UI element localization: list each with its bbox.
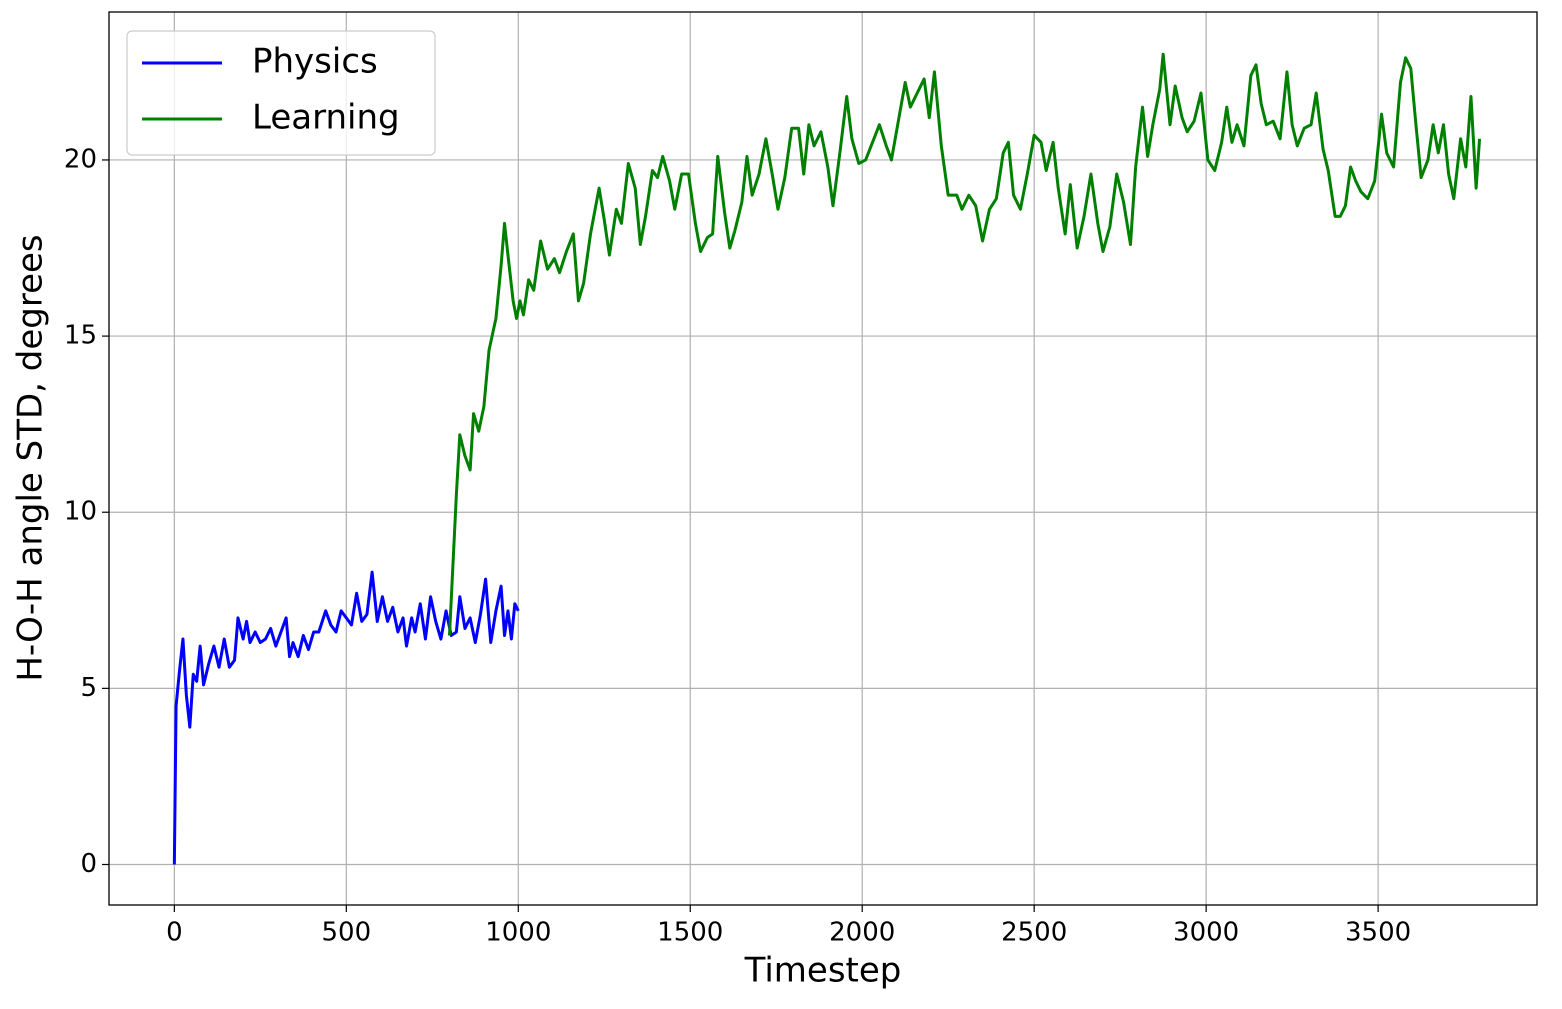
y-tick-label: 0 (80, 849, 97, 879)
x-tick-label: 1500 (657, 918, 723, 948)
y-axis-label: H-O-H angle STD, degrees (11, 234, 51, 681)
x-tick-label: 3500 (1345, 918, 1411, 948)
x-tick-label: 0 (166, 918, 183, 948)
x-tick-label: 3000 (1173, 918, 1239, 948)
y-tick-label: 15 (64, 321, 97, 351)
y-tick-label: 10 (64, 497, 97, 527)
x-tick-label: 1000 (485, 918, 551, 948)
x-axis-label: Timestep (744, 951, 902, 991)
x-tick-label: 2000 (829, 918, 895, 948)
y-tick-label: 5 (80, 673, 97, 703)
plot-frame (108, 11, 1538, 906)
legend-label: Learning (252, 98, 400, 138)
x-tick-label: 2500 (1001, 918, 1067, 948)
x-tick-label: 500 (321, 918, 371, 948)
y-tick-label: 20 (64, 144, 97, 174)
legend-label: Physics (252, 42, 378, 82)
line-series (447, 52, 1482, 636)
line-series (172, 570, 520, 865)
legend: Physics Learning (126, 30, 436, 156)
